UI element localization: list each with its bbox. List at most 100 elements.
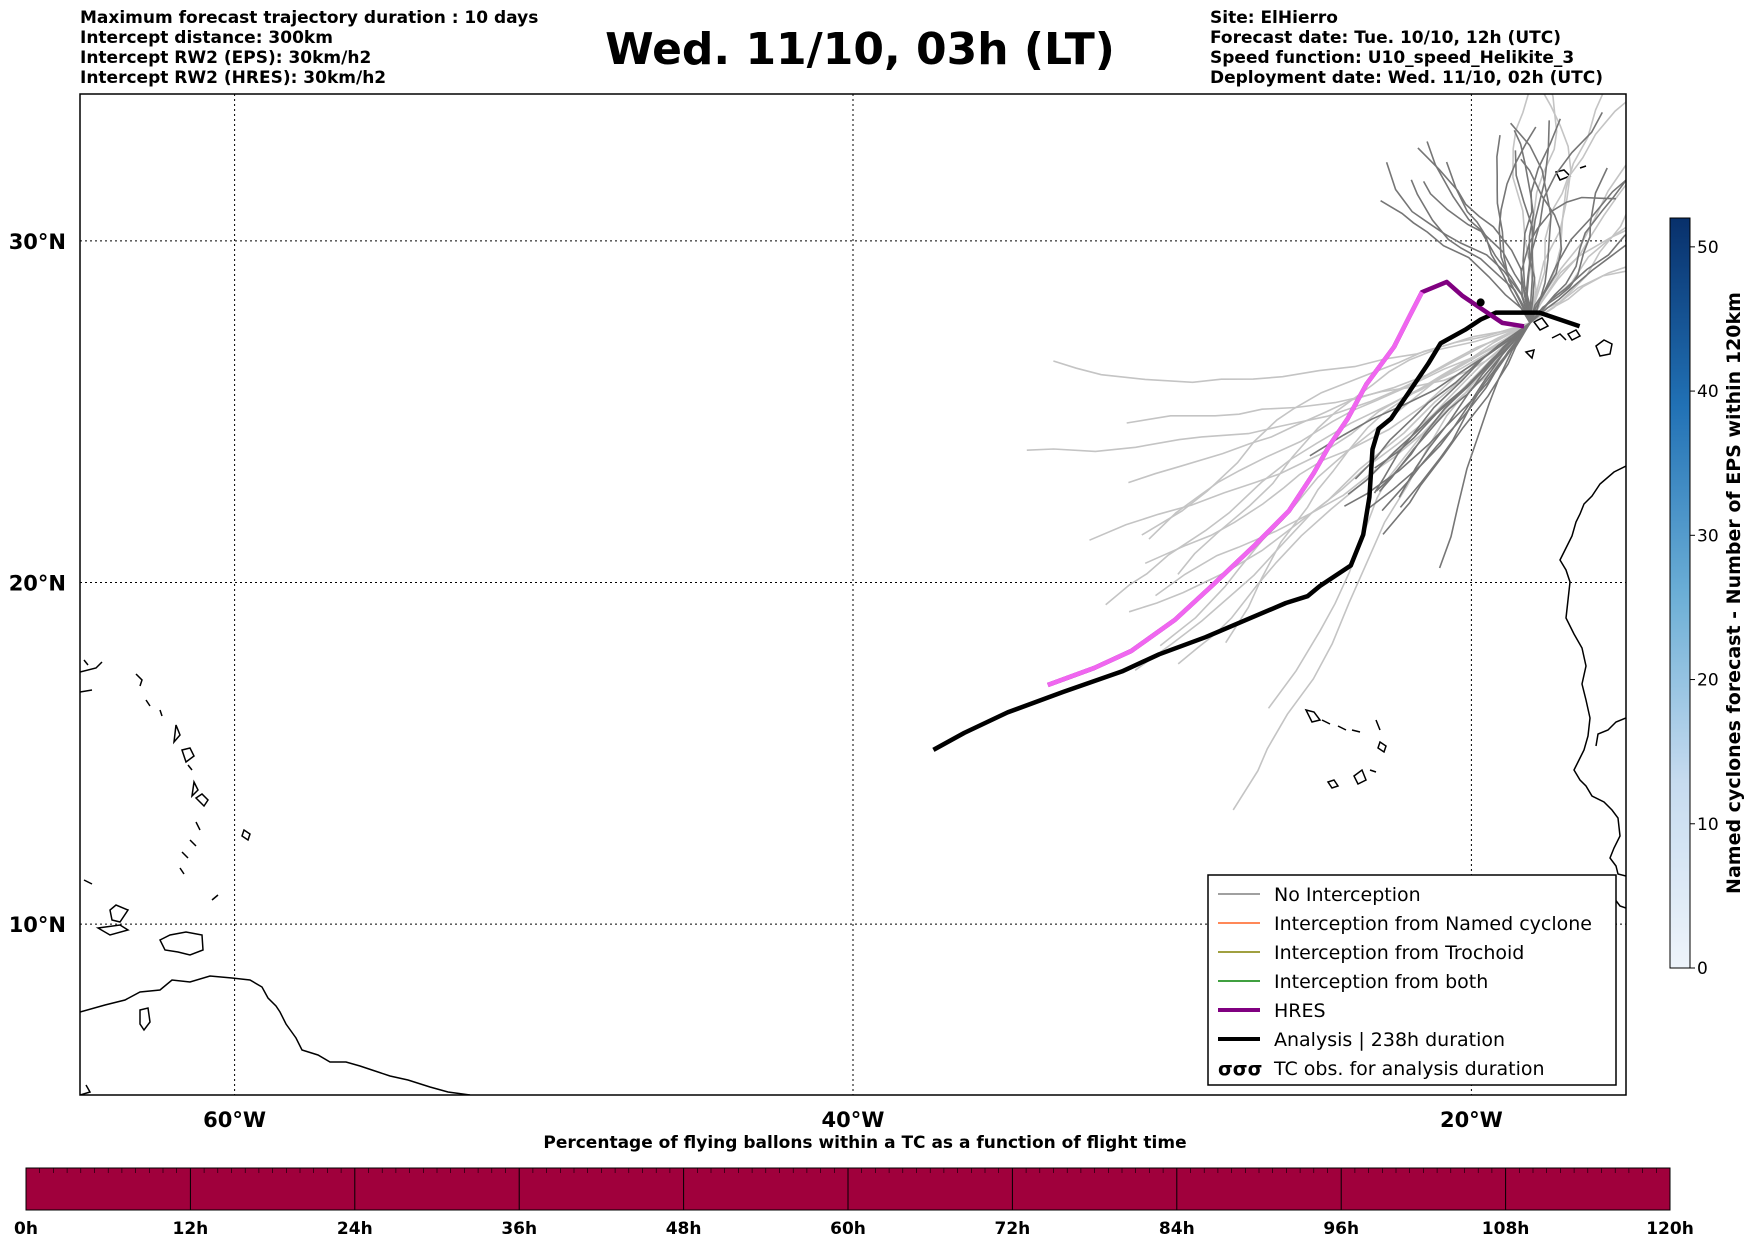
tc-obs-symbol: σσσ [1218, 1058, 1262, 1080]
header-left-line: Intercept distance: 300km [80, 28, 333, 48]
eps-trajectory [1398, 322, 1531, 498]
eps-trajectory [1529, 266, 1626, 324]
map-area: 60°W 40°W 20°W 30°N 20°N 10°N [9, 93, 1627, 1132]
legend-label: No Interception [1274, 884, 1421, 906]
eps-trajectory [1417, 147, 1531, 324]
lon-tick-label: 20°W [1440, 1108, 1503, 1132]
lon-tick-label: 40°W [822, 1108, 885, 1132]
legend-label: Interception from Named cyclone [1274, 913, 1592, 935]
lat-tick-label: 20°N [9, 572, 66, 596]
legend-label: Interception from both [1274, 971, 1488, 993]
legend-item: Interception from Named cyclone [1218, 913, 1592, 935]
colorbar-bottom-tick-label: 36h [501, 1219, 537, 1239]
header-right-info: Site: ElHierro Forecast date: Tue. 10/10… [1210, 8, 1603, 88]
eps-trajectory [1529, 270, 1626, 324]
axis-tick-labels: 60°W 40°W 20°W 30°N 20°N 10°N [9, 230, 1503, 1132]
eps-trajectory [1529, 163, 1626, 324]
eps-trajectory [1089, 322, 1531, 541]
eps-trajectory [1141, 322, 1531, 536]
eps-trajectory [1513, 129, 1536, 323]
colorbar-bottom-tick-label: 48h [666, 1219, 702, 1239]
eps-no-interception-trajectories [1309, 112, 1626, 569]
colorbar-bottom-tick-label: 96h [1323, 1219, 1359, 1239]
header-left-line: Maximum forecast trajectory duration : 1… [80, 8, 539, 28]
eps-trajectory [1148, 322, 1531, 540]
eps-trajectory [1378, 322, 1531, 493]
colorbar-right-gradient [1669, 217, 1691, 969]
legend-item: Interception from both [1218, 971, 1488, 993]
hres-track [1047, 279, 1525, 688]
eps-trajectory [1438, 322, 1531, 569]
eps-trajectory [1134, 322, 1531, 671]
eps-trajectory [1529, 179, 1626, 324]
eps-trajectory [1374, 322, 1531, 469]
eps-trajectory [1529, 183, 1626, 324]
eps-trajectory [1529, 100, 1626, 324]
colorbar-bottom-tick-label: 24h [337, 1219, 373, 1239]
eps-trajectory [1525, 120, 1550, 324]
colorbar-right-tick-label: 20 [1697, 671, 1719, 691]
eps-trajectory [1529, 244, 1626, 324]
eps-trajectory [1373, 322, 1531, 494]
colorbar-bottom-tick-label: 60h [830, 1219, 866, 1239]
colorbar-right-tick-label: 40 [1697, 382, 1719, 402]
legend-item: HRES [1218, 1000, 1326, 1022]
eps-trajectory [1426, 141, 1531, 324]
header-left-line: Intercept RW2 (HRES): 30km/h2 [80, 68, 387, 88]
lat-tick-label: 30°N [9, 230, 66, 254]
colorbar-bottom-tick-label: 12h [173, 1219, 209, 1239]
legend-label: HRES [1274, 1000, 1326, 1022]
map-frame [79, 93, 1627, 1096]
header-right-line: Deployment date: Wed. 11/10, 02h (UTC) [1210, 68, 1604, 88]
trajectory-layer [932, 94, 1626, 811]
legend-item: Interception from Trochoid [1218, 942, 1524, 964]
colorbar-bottom-label: Percentage of flying ballons within a TC… [543, 1133, 1186, 1153]
header-right-line: Site: ElHierro [1210, 8, 1338, 28]
legend: No Interception Interception from Named c… [1207, 874, 1617, 1086]
legend-label: Interception from Trochoid [1274, 942, 1524, 964]
lat-tick-label: 10°N [9, 913, 66, 937]
legend-box [1207, 874, 1617, 1086]
legend-item: σσσ TC obs. for analysis duration [1218, 1058, 1545, 1080]
eps-trajectory [1354, 322, 1531, 480]
legend-item: No Interception [1218, 884, 1421, 906]
eps-trajectory [1529, 212, 1626, 324]
header-left-line: Intercept RW2 (EPS): 30km/h2 [80, 48, 372, 68]
page-title: Wed. 11/10, 03h (LT) [605, 24, 1115, 75]
colorbar-bottom-tick-label: 72h [995, 1219, 1031, 1239]
eps-trajectory [1520, 196, 1617, 324]
colorbar-right-tick-label: 10 [1697, 815, 1719, 835]
colorbar-right: 0 10 20 30 40 50 Named cyclones forecast - Nu… [1669, 217, 1745, 979]
site-marker [1476, 298, 1485, 307]
colorbar-right-tick-label: 0 [1697, 959, 1708, 979]
analysis-track [932, 310, 1581, 752]
eps-trajectory [1382, 322, 1531, 535]
colorbar-right-tick-label: 50 [1697, 238, 1719, 258]
colorbar-bottom-tick-label: 120h [1646, 1219, 1694, 1239]
legend-item: Analysis | 238h duration [1218, 1029, 1505, 1051]
colorbar-bottom-tick-label: 108h [1482, 1219, 1530, 1239]
eps-trajectory [1529, 94, 1572, 324]
hres-track-segment [1047, 291, 1424, 688]
eps-trajectory [1385, 162, 1531, 324]
header-right-line: Speed function: U10_speed_Helikite_3 [1210, 48, 1575, 68]
colorbar-bottom-tick-label: 84h [1159, 1219, 1195, 1239]
eps-trajectory [1496, 134, 1531, 324]
header-left-info: Maximum forecast trajectory duration : 1… [80, 8, 538, 88]
eps-trajectory [1529, 233, 1626, 324]
colorbar-bottom-tick-label: 0h [14, 1219, 38, 1239]
lon-tick-label: 60°W [203, 1108, 266, 1132]
colorbar-bottom: Percentage of flying ballons within a TC… [14, 1133, 1694, 1239]
eps-trajectory [1177, 322, 1531, 575]
eps-trajectory [1529, 94, 1558, 324]
eps-trajectory [1225, 322, 1531, 644]
eps-trajectory [1399, 322, 1531, 508]
eps-trajectory [1026, 322, 1531, 453]
colorbar-right-tick-label: 30 [1697, 526, 1719, 546]
eps-trajectory [1105, 322, 1531, 606]
eps-trajectory [1380, 200, 1531, 324]
colorbar-right-label: Named cyclones forecast - Number of EPS … [1723, 292, 1745, 894]
legend-label: TC obs. for analysis duration [1273, 1058, 1545, 1080]
legend-label: Analysis | 238h duration [1274, 1029, 1505, 1051]
